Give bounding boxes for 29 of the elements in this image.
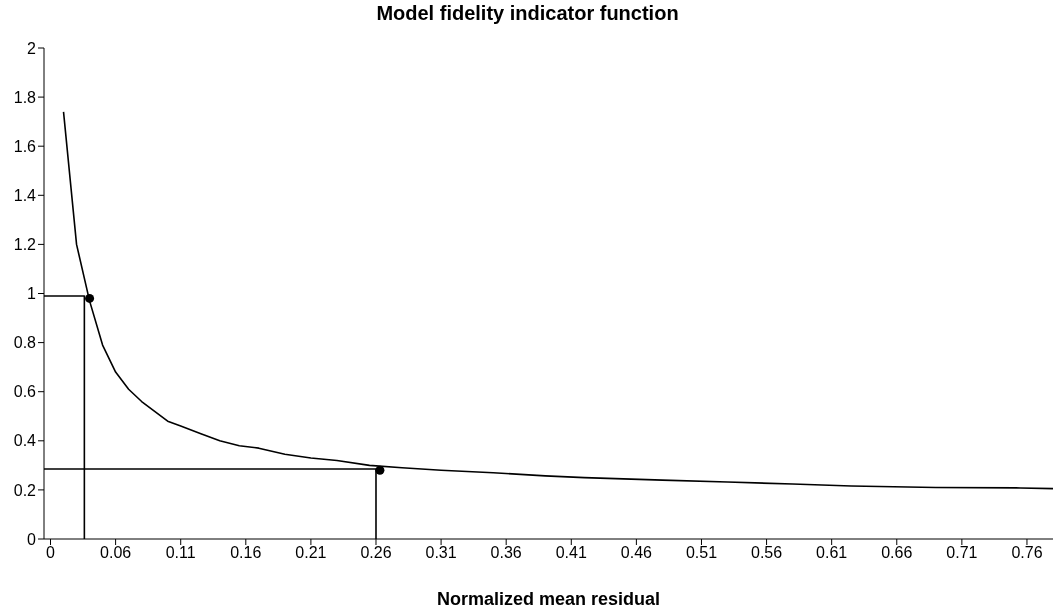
y-tick-label: 0.6 bbox=[13, 383, 37, 401]
x-tick-label: 0.16 bbox=[230, 544, 262, 562]
y-tick-label: 1.6 bbox=[13, 137, 37, 155]
y-tick-label: 0.2 bbox=[13, 481, 37, 499]
y-tick-label: 1 bbox=[27, 285, 37, 303]
x-axis-title: Normalized mean residual bbox=[436, 589, 661, 609]
x-tick-label: 0.76 bbox=[1011, 544, 1043, 562]
x-tick-label: 0.36 bbox=[490, 544, 522, 562]
x-tick-label: 0.11 bbox=[165, 544, 196, 562]
x-tick-label: 0.31 bbox=[425, 544, 457, 562]
y-tick-label: 0.4 bbox=[13, 432, 37, 450]
x-tick-label: 0.56 bbox=[751, 544, 783, 562]
x-tick-label: 0.46 bbox=[620, 544, 653, 562]
x-tick-label: 0.61 bbox=[816, 544, 848, 562]
x-tick-label: 0.51 bbox=[685, 544, 718, 562]
x-tick-label: 0.71 bbox=[946, 544, 978, 562]
x-tick-label: 0.06 bbox=[100, 544, 132, 562]
y-tick-label: 2 bbox=[27, 39, 37, 57]
x-tick-label: 0.66 bbox=[881, 544, 913, 562]
x-tick-label: 0 bbox=[46, 544, 56, 562]
y-tick-label: 0.8 bbox=[13, 334, 37, 352]
x-tick-label: 0.41 bbox=[555, 544, 587, 562]
x-tick-label: 0.26 bbox=[360, 544, 392, 562]
x-tick-label: 0.21 bbox=[295, 544, 327, 562]
chart-title: Model fidelity indicator function bbox=[375, 2, 680, 25]
y-tick-label: 1.2 bbox=[13, 236, 37, 254]
y-tick-label: 0 bbox=[27, 530, 37, 548]
y-tick-label: 1.4 bbox=[13, 186, 37, 204]
y-tick-label: 1.8 bbox=[13, 88, 37, 106]
